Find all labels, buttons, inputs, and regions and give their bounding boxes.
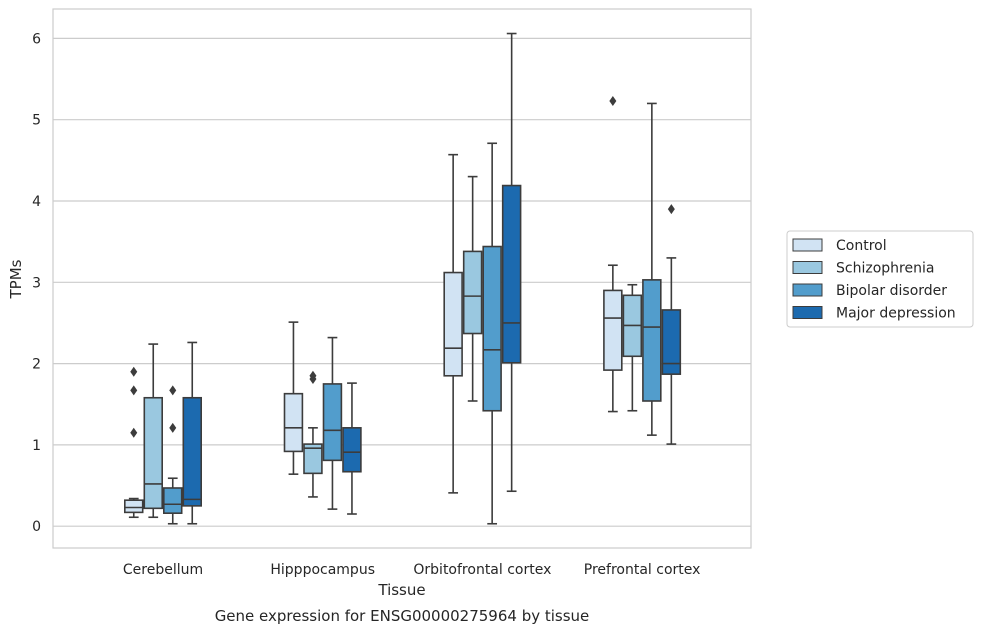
legend-swatch-3 bbox=[792, 283, 823, 297]
outlier-point bbox=[130, 385, 138, 396]
legend-swatch-2 bbox=[792, 261, 823, 274]
legend-label-3: Bipolar disorder bbox=[836, 283, 947, 299]
box-1-series-2 bbox=[143, 343, 164, 519]
box-3-series-3 bbox=[482, 142, 502, 525]
box-iqr bbox=[603, 289, 623, 371]
x-axis-label: Tissue bbox=[377, 581, 425, 599]
legend-swatch-1 bbox=[792, 238, 823, 252]
box-2-series-4 bbox=[342, 382, 362, 515]
outlier-point bbox=[169, 422, 177, 433]
outlier-point bbox=[130, 427, 138, 438]
legend-frame bbox=[786, 230, 974, 328]
box-iqr bbox=[182, 396, 203, 507]
outlier-point bbox=[169, 385, 177, 396]
x-tick-label-2: Hipppocampus bbox=[270, 562, 375, 578]
y-axis-label: TPMs bbox=[7, 259, 25, 299]
y-tick-label-6: 6 bbox=[32, 31, 41, 47]
plot-frame bbox=[52, 8, 752, 549]
y-tick-label-1: 1 bbox=[32, 438, 41, 454]
outlier-point bbox=[667, 204, 675, 215]
box-1-series-3 bbox=[163, 385, 183, 525]
box-iqr bbox=[322, 383, 343, 462]
figure-caption: Gene expression for ENSG00000275964 by t… bbox=[215, 607, 590, 625]
box-2-series-1 bbox=[283, 321, 304, 475]
box-iqr bbox=[283, 392, 304, 453]
box-iqr bbox=[342, 427, 362, 473]
box-iqr bbox=[124, 499, 144, 514]
plot-area bbox=[124, 32, 682, 525]
box-3-series-2 bbox=[462, 175, 483, 402]
y-tick-label-2: 2 bbox=[32, 357, 41, 373]
outlier-point bbox=[309, 370, 317, 381]
box-iqr bbox=[501, 184, 522, 364]
box-2-series-2 bbox=[303, 370, 323, 498]
box-iqr bbox=[642, 279, 662, 402]
box-3-series-1 bbox=[443, 153, 463, 494]
box-iqr bbox=[443, 271, 463, 377]
y-tick-label-4: 4 bbox=[32, 194, 41, 210]
outlier-point bbox=[609, 96, 617, 107]
x-tick-label-1: Cerebellum bbox=[123, 562, 203, 578]
y-tick-label-0: 0 bbox=[32, 519, 41, 535]
x-tick-labels: Cerebellum Hipppocampus Orbitofrontal cort… bbox=[123, 562, 701, 578]
y-tick-label-3: 3 bbox=[32, 275, 41, 291]
box-4-series-2 bbox=[622, 283, 643, 412]
outlier-point bbox=[130, 366, 138, 377]
y-tick-labels: 0 1 2 3 4 5 6 bbox=[32, 31, 41, 535]
legend-label-4: Major depression bbox=[836, 306, 956, 322]
box-4-series-1 bbox=[603, 96, 623, 413]
box-3-series-4 bbox=[501, 32, 522, 493]
box-iqr bbox=[303, 443, 323, 475]
x-tick-label-3: Orbitofrontal cortex bbox=[413, 562, 551, 578]
legend-label-1: Control bbox=[836, 238, 887, 254]
box-2-series-3 bbox=[322, 336, 343, 510]
box-4-series-3 bbox=[642, 102, 662, 436]
box-iqr bbox=[661, 309, 682, 375]
box-4-series-4 bbox=[661, 204, 682, 445]
box-iqr bbox=[143, 396, 164, 510]
box-iqr bbox=[482, 245, 502, 412]
legend: Control Schizophrenia Bipolar disorder Majo… bbox=[786, 230, 974, 328]
y-tick-label-5: 5 bbox=[32, 113, 41, 129]
box-1-series-1 bbox=[124, 366, 144, 519]
box-iqr bbox=[163, 487, 183, 514]
gridlines bbox=[53, 37, 751, 527]
legend-swatch-4 bbox=[792, 306, 823, 319]
box-1-series-4 bbox=[182, 341, 203, 525]
legend-label-2: Schizophrenia bbox=[836, 261, 934, 277]
x-tick-label-4: Prefrontal cortex bbox=[584, 562, 701, 578]
box-iqr bbox=[462, 250, 483, 335]
